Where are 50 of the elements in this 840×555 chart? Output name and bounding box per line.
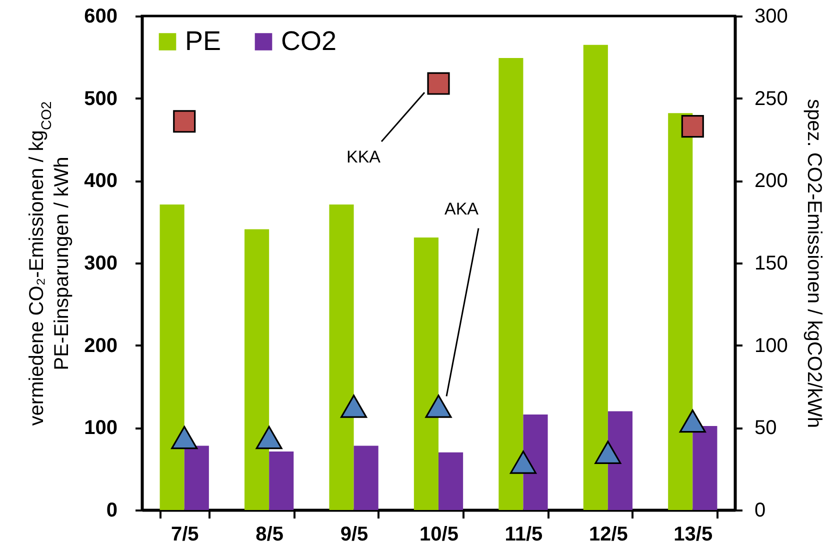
- point: [681, 115, 704, 138]
- bar: [692, 426, 718, 510]
- bar: [184, 446, 209, 510]
- y2-axis-title: spez. CO2-Emissionen / kgCO2/kWh: [802, 99, 825, 428]
- x-tick-label: 13/5: [674, 524, 713, 546]
- bar: [354, 446, 378, 510]
- bar: [438, 452, 464, 510]
- x-tick-label: 11/5: [504, 524, 543, 546]
- legend-label: PE: [185, 26, 222, 56]
- y2-tick-label: 200: [754, 170, 788, 192]
- y-tick-label: 300: [84, 252, 118, 274]
- point: [679, 410, 706, 433]
- x-tick-label: 12/5: [588, 524, 628, 546]
- y2-tick-label: 150: [754, 252, 788, 274]
- bar: [523, 414, 548, 510]
- bar: [668, 113, 693, 510]
- point: [173, 110, 196, 133]
- bar: [583, 44, 608, 510]
- point: [171, 426, 198, 450]
- text: AKA: [444, 199, 480, 218]
- bar: [329, 204, 354, 510]
- y2-tick-label: 250: [754, 88, 788, 110]
- point: [256, 426, 282, 450]
- point: [510, 450, 536, 474]
- point: [425, 394, 452, 418]
- y-tick-label: 200: [84, 334, 118, 357]
- legend-label: CO2: [281, 26, 337, 56]
- bar: [160, 204, 184, 510]
- point: [594, 440, 622, 464]
- bar: [414, 237, 438, 510]
- y2-tick-label: 100: [754, 334, 788, 357]
- bar: [608, 411, 632, 510]
- y-tick-label: 100: [84, 417, 118, 440]
- y2-tick-label: 50: [754, 417, 777, 440]
- y2-tick-label: 0: [754, 500, 766, 522]
- y-tick-label: 500: [84, 88, 118, 110]
- bar: [269, 452, 294, 510]
- x-tick-label: 8/5: [256, 524, 284, 546]
- x-tick-label: 10/5: [420, 524, 458, 546]
- x-tick-label: 7/5: [170, 524, 199, 546]
- bar: [498, 58, 524, 510]
- y2-tick-label: 300: [754, 6, 788, 28]
- y-tick-label: 400: [84, 170, 118, 192]
- x-tick-label: 9/5: [340, 524, 368, 546]
- point: [427, 72, 450, 95]
- y-tick-label: 600: [84, 6, 118, 28]
- point: [340, 394, 368, 418]
- bar: [244, 229, 270, 510]
- text: KKA: [346, 148, 382, 167]
- y-tick-label: 0: [106, 500, 118, 522]
